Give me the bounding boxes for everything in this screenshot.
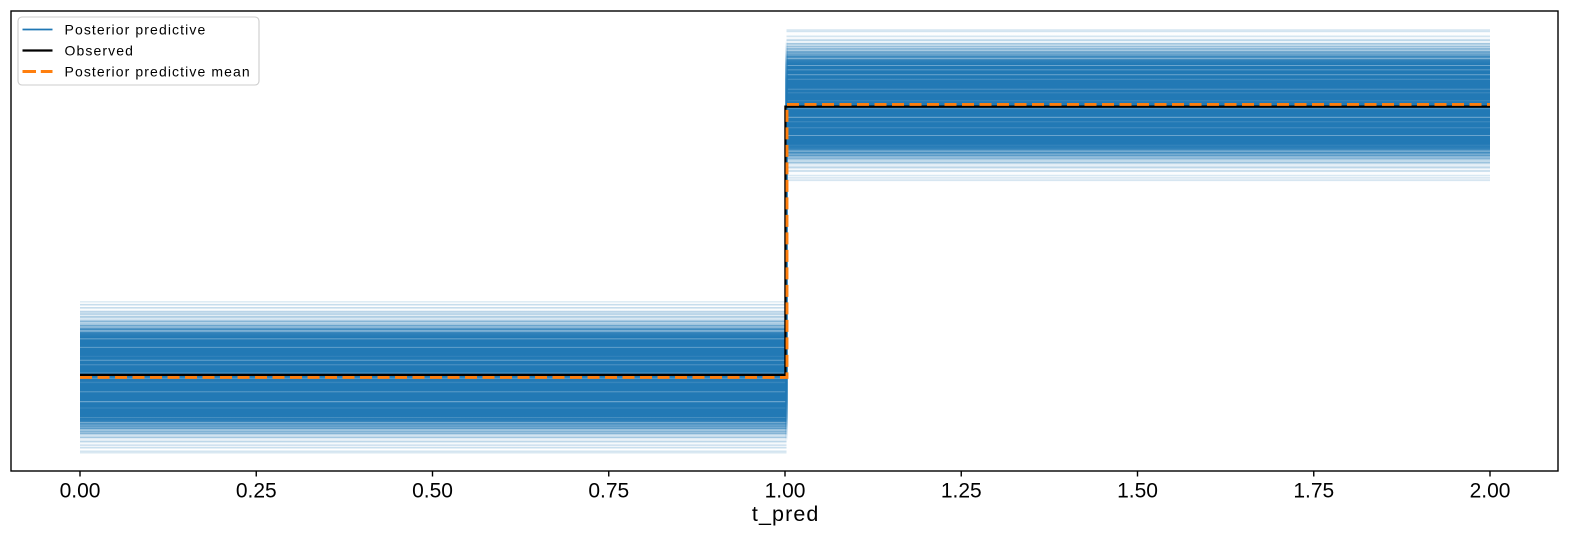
svg-text:Observed: Observed <box>65 43 135 59</box>
svg-text:t_pred: t_pred <box>752 502 820 526</box>
svg-text:2.00: 2.00 <box>1470 479 1511 502</box>
svg-text:Posterior predictive: Posterior predictive <box>65 22 207 38</box>
svg-text:0.25: 0.25 <box>236 479 277 502</box>
svg-text:1.00: 1.00 <box>765 479 806 502</box>
svg-text:1.25: 1.25 <box>941 479 982 502</box>
svg-text:0.75: 0.75 <box>588 479 629 502</box>
svg-text:0.50: 0.50 <box>412 479 453 502</box>
svg-text:1.50: 1.50 <box>1117 479 1158 502</box>
svg-text:0.00: 0.00 <box>60 479 101 502</box>
svg-text:Posterior predictive mean: Posterior predictive mean <box>65 64 251 80</box>
svg-text:1.75: 1.75 <box>1293 479 1334 502</box>
